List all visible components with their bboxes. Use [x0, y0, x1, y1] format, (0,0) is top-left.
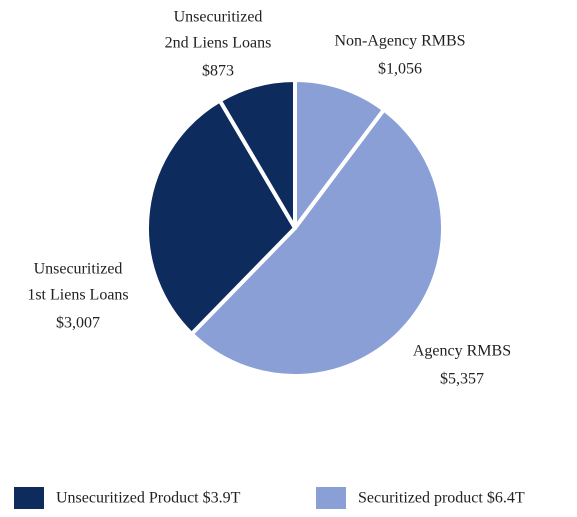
- slice-value-label: $5,357: [440, 371, 484, 388]
- slice-value-label: $1,056: [378, 61, 422, 78]
- slice-label: Non-Agency RMBS: [334, 33, 465, 50]
- pie-slice: [217, 78, 297, 230]
- slice-label: Agency RMBS: [413, 343, 511, 360]
- pie-slice: [189, 107, 445, 378]
- pie-slice: [293, 78, 386, 230]
- legend-swatch: [316, 487, 346, 509]
- slice-label: Unsecuritized: [174, 9, 263, 26]
- legend-swatch: [14, 487, 44, 509]
- slice-label: Unsecuritized: [34, 261, 123, 278]
- legend-label: Unsecuritized Product $3.9T: [56, 490, 241, 507]
- legend-label: Securitized product $6.4T: [358, 490, 525, 507]
- slice-value-label: $873: [202, 63, 234, 80]
- slice-value-label: $3,007: [56, 315, 100, 332]
- pie-slice: [145, 98, 297, 336]
- slice-label: 1st Liens Loans: [27, 287, 128, 304]
- slice-label: 2nd Liens Loans: [165, 35, 272, 52]
